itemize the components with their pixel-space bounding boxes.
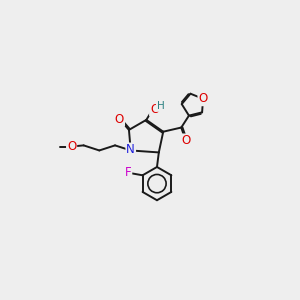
Text: O: O [67,140,76,153]
Text: F: F [125,167,131,179]
Text: O: O [198,92,208,105]
Text: H: H [157,101,164,111]
Text: O: O [115,113,124,126]
Text: O: O [182,134,191,147]
Text: O: O [150,103,159,116]
Text: N: N [126,143,135,157]
